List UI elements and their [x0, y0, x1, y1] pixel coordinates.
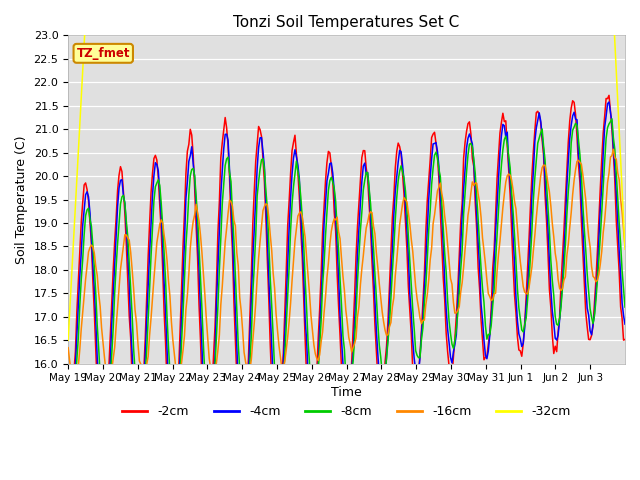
Legend: -2cm, -4cm, -8cm, -16cm, -32cm: -2cm, -4cm, -8cm, -16cm, -32cm: [117, 400, 576, 423]
Y-axis label: Soil Temperature (C): Soil Temperature (C): [15, 135, 28, 264]
Title: Tonzi Soil Temperatures Set C: Tonzi Soil Temperatures Set C: [234, 15, 460, 30]
X-axis label: Time: Time: [332, 386, 362, 399]
Text: TZ_fmet: TZ_fmet: [77, 47, 130, 60]
